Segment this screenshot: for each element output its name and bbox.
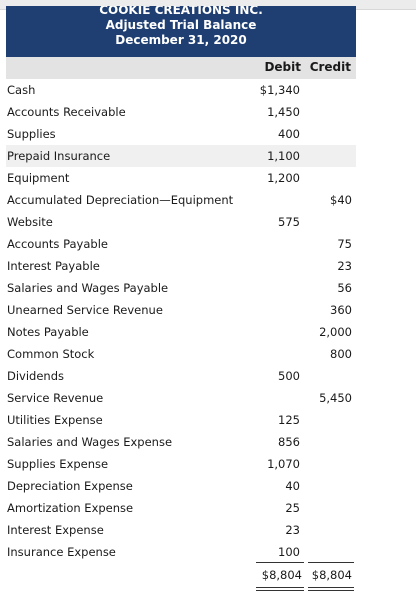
- credit-amount: 23: [337, 259, 352, 273]
- account-row: Prepaid Insurance 1,100: [6, 145, 356, 167]
- debit-amount: 1,100: [267, 149, 300, 163]
- account-row: Dividends 500: [6, 365, 356, 387]
- debit-amount: 1,070: [267, 457, 300, 471]
- debit-amount: 575: [278, 215, 300, 229]
- account-row: Accumulated Depreciation—Equipment $40: [6, 189, 356, 211]
- account-name: Depreciation Expense: [7, 479, 133, 493]
- account-name: Dividends: [7, 369, 65, 383]
- account-row: Service Revenue 5,450: [6, 387, 356, 409]
- account-row: Amortization Expense 25: [6, 497, 356, 519]
- credit-column-header: Credit: [309, 60, 351, 74]
- account-row: Equipment 1,200: [6, 167, 356, 189]
- account-row: Accounts Payable 75: [6, 233, 356, 255]
- account-row: Salaries and Wages Payable 56: [6, 277, 356, 299]
- statement-header: COOKIE CREATIONS INC. Adjusted Trial Bal…: [6, 6, 356, 57]
- account-row: Insurance Expense 100: [6, 541, 356, 563]
- account-name: Interest Payable: [7, 259, 100, 273]
- account-row: Interest Payable 23: [6, 255, 356, 277]
- account-name: Accumulated Depreciation—Equipment: [7, 193, 234, 207]
- debit-total: $8,804: [261, 568, 302, 582]
- credit-sum-rule: [308, 562, 354, 563]
- account-row: Website 575: [6, 211, 356, 233]
- account-name: Prepaid Insurance: [7, 149, 111, 163]
- account-name: Unearned Service Revenue: [7, 303, 163, 317]
- debit-amount: 100: [278, 545, 300, 559]
- account-row: Salaries and Wages Expense 856: [6, 431, 356, 453]
- account-row: Supplies Expense 1,070: [6, 453, 356, 475]
- credit-amount: 800: [330, 347, 352, 361]
- account-row: Accounts Receivable 1,450: [6, 101, 356, 123]
- account-name: Service Revenue: [7, 391, 104, 405]
- account-name: Common Stock: [7, 347, 95, 361]
- debit-amount: 25: [285, 501, 300, 515]
- debit-amount: 856: [278, 435, 300, 449]
- account-name: Utilities Expense: [7, 413, 103, 427]
- account-row: Common Stock 800: [6, 343, 356, 365]
- statement-date: December 31, 2020: [115, 33, 247, 47]
- debit-amount: 23: [285, 523, 300, 537]
- account-name: Amortization Expense: [7, 501, 134, 515]
- account-name: Website: [7, 215, 53, 229]
- account-row: Utilities Expense 125: [6, 409, 356, 431]
- account-name: Salaries and Wages Expense: [7, 435, 173, 449]
- debit-total-double-rule: [256, 587, 304, 591]
- accounts-table: Cash $1,340 Accounts Receivable 1,450 Suppli…: [6, 79, 356, 563]
- debit-amount: 125: [278, 413, 300, 427]
- debit-amount: 400: [278, 127, 300, 141]
- debit-sum-rule: [256, 562, 304, 563]
- account-row: Cash $1,340: [6, 79, 356, 101]
- debit-amount: 40: [285, 479, 300, 493]
- debit-amount: 500: [278, 369, 300, 383]
- credit-total: $8,804: [311, 568, 352, 582]
- credit-amount: 360: [330, 303, 352, 317]
- account-name: Salaries and Wages Payable: [7, 281, 169, 295]
- debit-amount: 1,450: [267, 105, 300, 119]
- credit-total-double-rule: [308, 587, 354, 591]
- account-name: Cash: [7, 83, 36, 97]
- credit-amount: 56: [337, 281, 352, 295]
- debit-column-header: Debit: [264, 60, 301, 74]
- statement-title: Adjusted Trial Balance: [105, 18, 257, 32]
- account-row: Depreciation Expense 40: [6, 475, 356, 497]
- account-name: Notes Payable: [7, 325, 89, 339]
- debit-amount: $1,340: [259, 83, 300, 97]
- account-name: Accounts Payable: [7, 237, 108, 251]
- account-name: Equipment: [7, 171, 70, 185]
- company-name: COOKIE CREATIONS INC.: [99, 6, 263, 17]
- account-name: Accounts Receivable: [7, 105, 126, 119]
- account-row: Unearned Service Revenue 360: [6, 299, 356, 321]
- account-name: Supplies Expense: [7, 457, 109, 471]
- account-name: Supplies: [7, 127, 56, 141]
- debit-amount: 1,200: [267, 171, 300, 185]
- account-name: Insurance Expense: [7, 545, 116, 559]
- credit-amount: $40: [330, 193, 352, 207]
- column-headers: Debit Credit: [6, 57, 356, 79]
- account-name: Interest Expense: [7, 523, 104, 537]
- account-row: Supplies 400: [6, 123, 356, 145]
- account-row: Interest Expense 23: [6, 519, 356, 541]
- totals-row: $8,804 $8,804: [6, 564, 356, 586]
- credit-amount: 2,000: [319, 325, 352, 339]
- credit-amount: 5,450: [319, 391, 352, 405]
- account-row: Notes Payable 2,000: [6, 321, 356, 343]
- credit-amount: 75: [337, 237, 352, 251]
